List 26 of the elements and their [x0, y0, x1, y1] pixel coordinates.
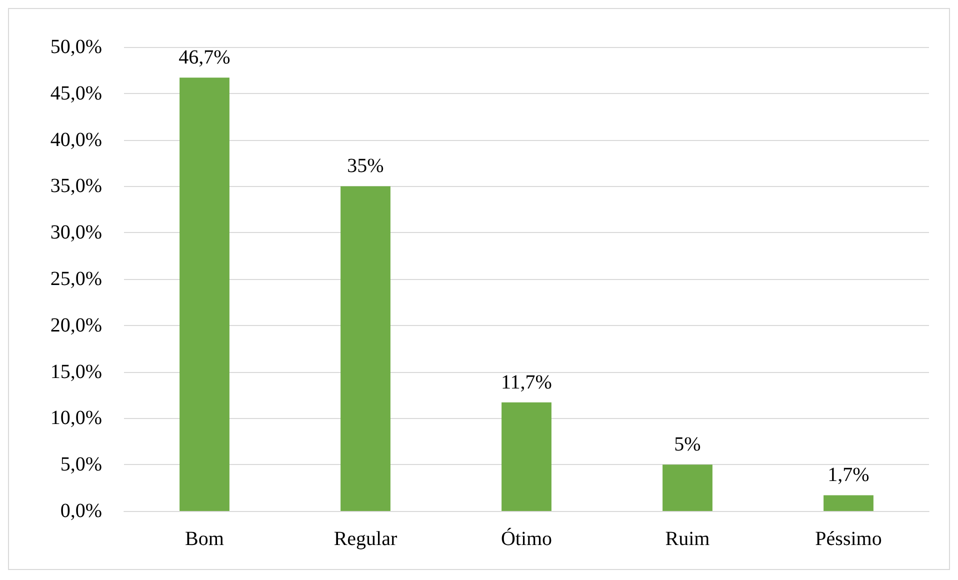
- y-tick-label: 10,0%: [50, 407, 102, 430]
- y-tick-label: 40,0%: [50, 128, 102, 151]
- y-tick-label: 30,0%: [50, 222, 102, 244]
- y-tick-label: 15,0%: [50, 360, 102, 383]
- x-tick-label: Regular: [334, 528, 398, 550]
- data-label: 1,7%: [828, 464, 870, 486]
- y-tick-label: 0,0%: [60, 500, 102, 522]
- bar: [180, 78, 230, 511]
- bar: [662, 464, 712, 511]
- x-tick-label: Ruim: [665, 528, 710, 550]
- data-label: 35%: [347, 155, 384, 178]
- y-tick-label: 35,0%: [50, 175, 102, 198]
- y-tick-label: 45,0%: [50, 82, 102, 104]
- data-label: 5%: [674, 434, 701, 456]
- y-tick-label: 25,0%: [50, 268, 102, 290]
- x-tick-label: Péssimo: [815, 528, 882, 550]
- data-label: 46,7%: [178, 46, 230, 69]
- x-tick-label: Ótimo: [500, 527, 552, 550]
- bar: [824, 495, 874, 511]
- y-tick-label: 20,0%: [50, 314, 102, 336]
- y-tick-label: 50,0%: [50, 36, 102, 58]
- data-label: 11,7%: [501, 371, 552, 394]
- bar: [340, 186, 390, 511]
- bar: [502, 402, 552, 511]
- x-tick-label: Bom: [185, 528, 224, 550]
- y-tick-label: 5,0%: [60, 454, 102, 476]
